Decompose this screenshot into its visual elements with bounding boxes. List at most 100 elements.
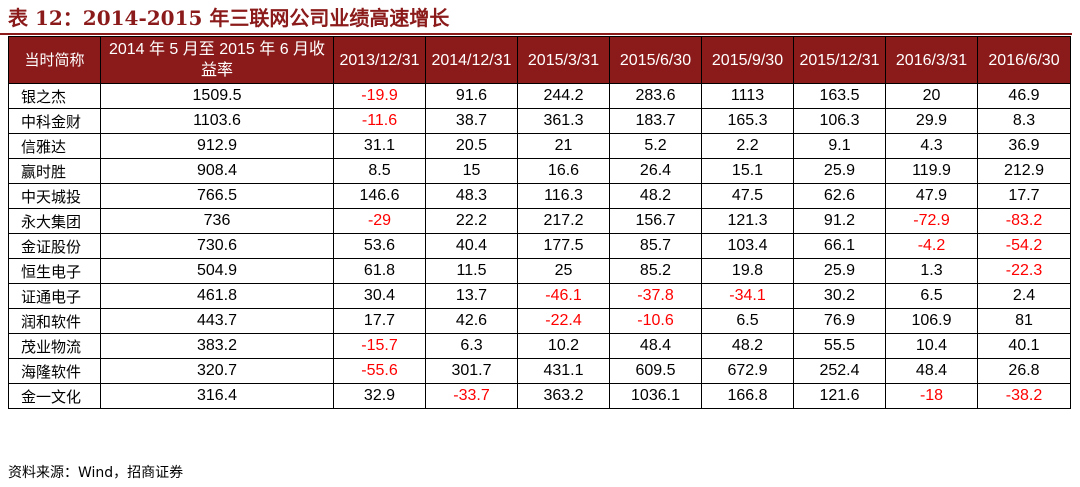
growth-cell: 61.8 — [333, 258, 426, 284]
growth-cell: 85.2 — [609, 258, 702, 284]
header-column: 2015/12/31 — [793, 36, 886, 84]
growth-cell: -83.2 — [977, 208, 1071, 234]
growth-cell: -33.7 — [425, 383, 518, 409]
company-name-cell: 信雅达 — [8, 133, 101, 159]
growth-cell: -29 — [333, 208, 426, 234]
growth-cell: 32.9 — [333, 383, 426, 409]
growth-cell: 31.1 — [333, 133, 426, 159]
growth-cell: 30.4 — [333, 283, 426, 309]
growth-cell: 177.5 — [517, 233, 610, 259]
growth-cell: 146.6 — [333, 183, 426, 209]
growth-cell: -18 — [885, 383, 978, 409]
header-column: 2015/3/31 — [517, 36, 610, 84]
growth-cell: 212.9 — [977, 158, 1071, 184]
header-column: 2015/6/30 — [609, 36, 702, 84]
growth-cell: 5.2 — [609, 133, 702, 159]
growth-cell: 165.3 — [701, 108, 794, 134]
growth-cell: -4.2 — [885, 233, 978, 259]
growth-cell: 76.9 — [793, 308, 886, 334]
growth-cell: 48.2 — [609, 183, 702, 209]
company-name-cell: 赢时胜 — [8, 158, 101, 184]
growth-cell: -22.3 — [977, 258, 1071, 284]
growth-cell: 217.2 — [517, 208, 610, 234]
growth-cell: 40.1 — [977, 333, 1071, 359]
growth-cell: -19.9 — [333, 83, 426, 109]
company-name-cell: 永大集团 — [8, 208, 101, 234]
growth-cell: 8.5 — [333, 158, 426, 184]
growth-cell: -55.6 — [333, 358, 426, 384]
growth-cell: 301.7 — [425, 358, 518, 384]
growth-cell: -54.2 — [977, 233, 1071, 259]
growth-cell: 38.7 — [425, 108, 518, 134]
growth-cell: 106.9 — [885, 308, 978, 334]
growth-cell: 25.9 — [793, 258, 886, 284]
growth-cell: -37.8 — [609, 283, 702, 309]
growth-cell: -34.1 — [701, 283, 794, 309]
return-cell: 461.8 — [100, 283, 334, 309]
growth-cell: -10.6 — [609, 308, 702, 334]
growth-cell: 11.5 — [425, 258, 518, 284]
growth-cell: 47.9 — [885, 183, 978, 209]
table-row: 海隆软件 320.7 -55.6 301.7 431.1 609.5 672.9 252.4 4… — [8, 358, 1071, 384]
growth-cell: 62.6 — [793, 183, 886, 209]
growth-cell: 119.9 — [885, 158, 978, 184]
growth-cell: -38.2 — [977, 383, 1071, 409]
growth-cell: 47.5 — [701, 183, 794, 209]
header-column: 2014/12/31 — [425, 36, 518, 84]
growth-cell: 106.3 — [793, 108, 886, 134]
growth-cell: 116.3 — [517, 183, 610, 209]
growth-cell: 91.2 — [793, 208, 886, 234]
table-title: 表 12：2014-2015 年三联网公司业绩高速增长 — [8, 6, 450, 30]
company-name-cell: 恒生电子 — [8, 258, 101, 284]
growth-cell: 244.2 — [517, 83, 610, 109]
header-column: 2016/3/31 — [885, 36, 978, 84]
growth-cell: 36.9 — [977, 133, 1071, 159]
return-cell: 1103.6 — [100, 108, 334, 134]
growth-cell: 48.3 — [425, 183, 518, 209]
return-cell: 766.5 — [100, 183, 334, 209]
growth-cell: 17.7 — [977, 183, 1071, 209]
growth-cell: 166.8 — [701, 383, 794, 409]
growth-cell: 163.5 — [793, 83, 886, 109]
table-row: 永大集团 736 -29 22.2 217.2 156.7 121.3 91.2 -72.9 -8… — [8, 208, 1071, 234]
table-row: 赢时胜 908.4 8.5 15 16.6 26.4 15.1 25.9 119.9 212.9 — [8, 158, 1071, 184]
table-row: 金证股份 730.6 53.6 40.4 177.5 85.7 103.4 66.1 -4.2-… — [8, 233, 1071, 259]
growth-cell: 15 — [425, 158, 518, 184]
table-row: 中天城投 766.5 146.6 48.3 116.3 48.2 47.5 62.6 47.9 1… — [8, 183, 1071, 209]
header-name-column: 当时简称 — [8, 36, 101, 84]
header-column: 2015/9/30 — [701, 36, 794, 84]
growth-cell: 9.1 — [793, 133, 886, 159]
header-column: 2016/6/30 — [977, 36, 1071, 84]
growth-cell: 15.1 — [701, 158, 794, 184]
growth-cell: 4.3 — [885, 133, 978, 159]
return-cell: 908.4 — [100, 158, 334, 184]
return-cell: 504.9 — [100, 258, 334, 284]
growth-cell: 81 — [977, 308, 1071, 334]
return-cell: 736 — [100, 208, 334, 234]
growth-cell: 6.5 — [701, 308, 794, 334]
return-cell: 443.7 — [100, 308, 334, 334]
growth-cell: -72.9 — [885, 208, 978, 234]
table-header: 当时简称 2014 年 5 月至 2015 年 6 月收益率 2013/12/31 2… — [8, 36, 1071, 84]
growth-cell: 361.3 — [517, 108, 610, 134]
growth-cell: 20 — [885, 83, 978, 109]
growth-cell: 55.5 — [793, 333, 886, 359]
table-row: 银之杰 1509.5 -19.9 91.6 244.2 283.6 1113 163.5 20 4… — [8, 83, 1071, 109]
growth-cell: 66.1 — [793, 233, 886, 259]
growth-cell: 91.6 — [425, 83, 518, 109]
header-column: 2013/12/31 — [333, 36, 426, 84]
growth-cell: 1113 — [701, 83, 794, 109]
growth-cell: 13.7 — [425, 283, 518, 309]
growth-cell: 85.7 — [609, 233, 702, 259]
growth-cell: 672.9 — [701, 358, 794, 384]
table-row: 信雅达 912.9 31.1 20.5 21 5.2 2.2 9.1 4.3 36.9 — [8, 133, 1071, 159]
growth-cell: 26.4 — [609, 158, 702, 184]
growth-cell: 103.4 — [701, 233, 794, 259]
growth-cell: 6.5 — [885, 283, 978, 309]
growth-cell: -11.6 — [333, 108, 426, 134]
growth-cell: 20.5 — [425, 133, 518, 159]
return-cell: 730.6 — [100, 233, 334, 259]
growth-cell: 17.7 — [333, 308, 426, 334]
growth-cell: 48.4 — [885, 358, 978, 384]
source-note: 资料来源：Wind，招商证券 — [8, 465, 184, 481]
